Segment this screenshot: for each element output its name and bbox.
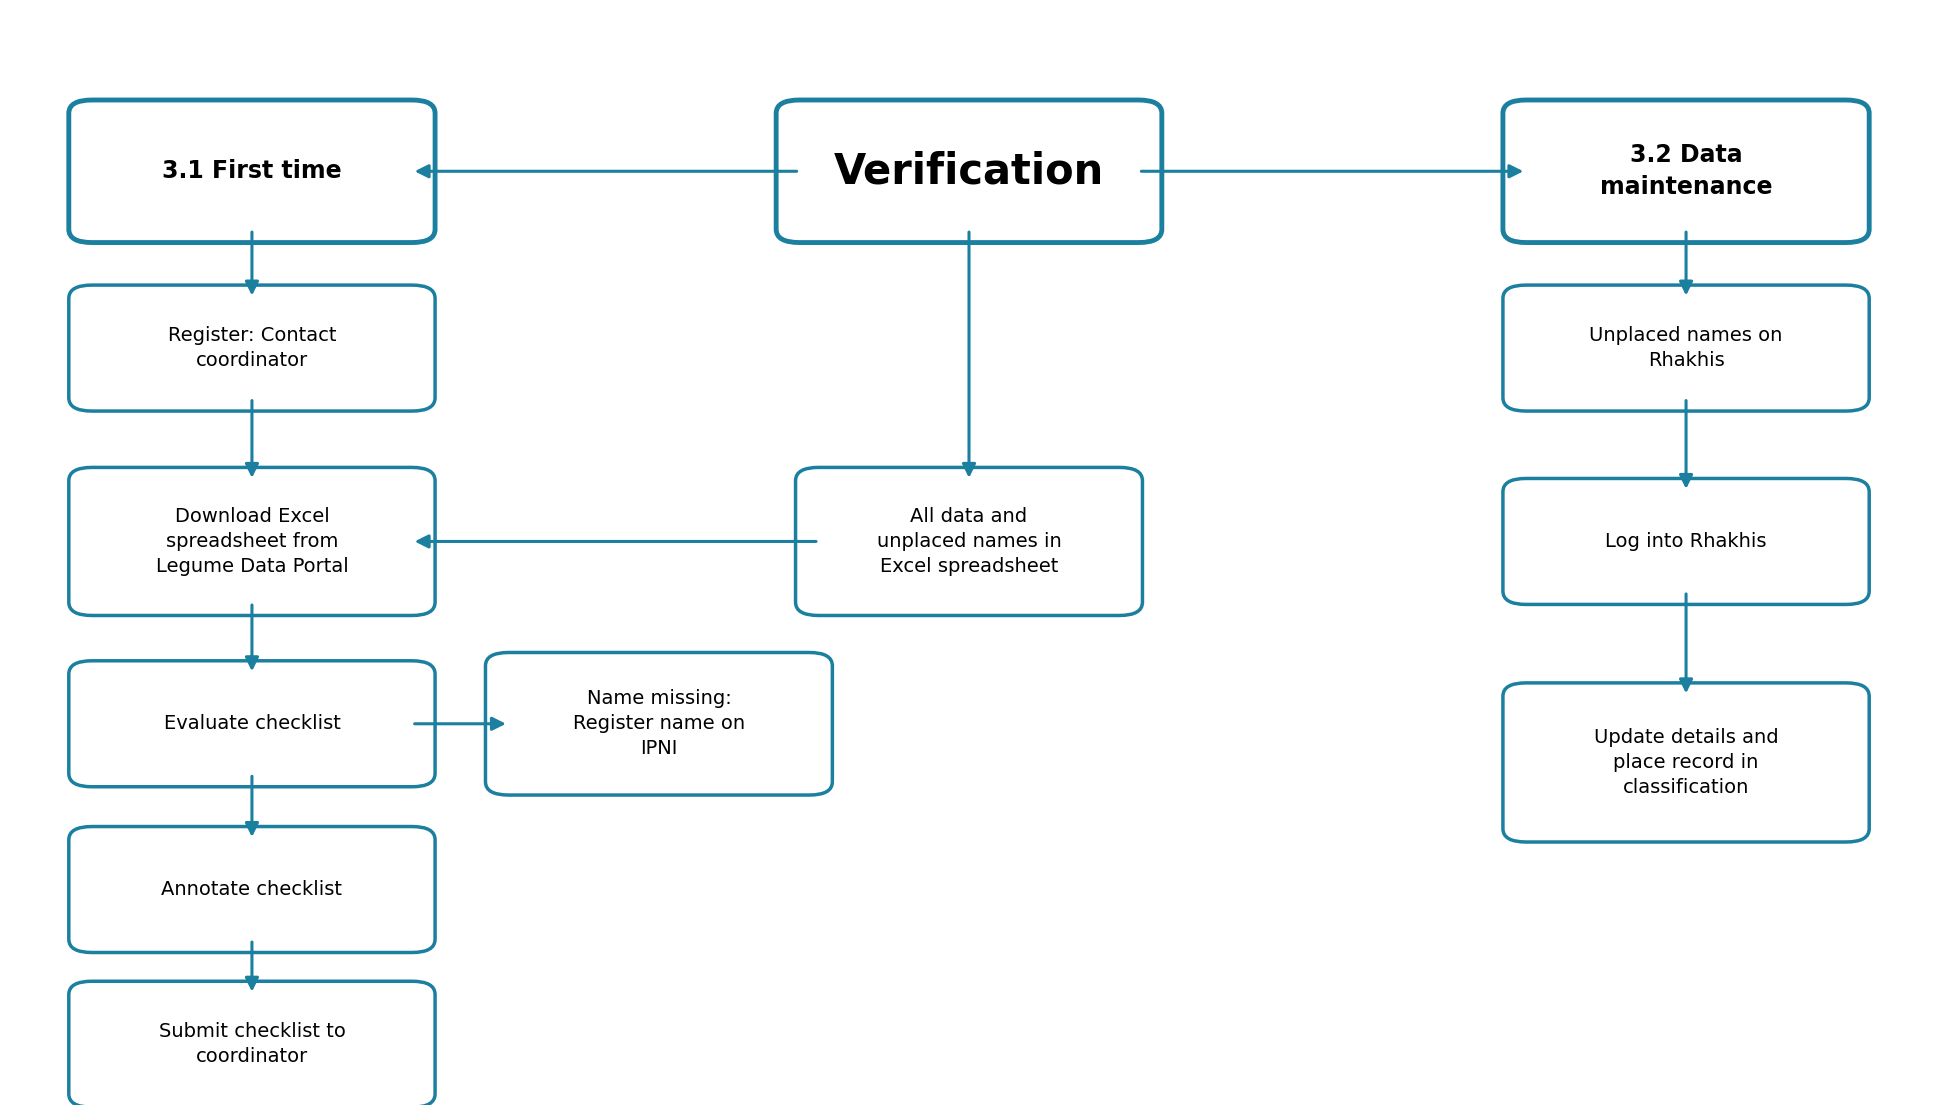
Text: Verification: Verification (833, 150, 1105, 192)
Text: Unplaced names on
Rhakhis: Unplaced names on Rhakhis (1589, 326, 1783, 370)
FancyBboxPatch shape (70, 661, 434, 787)
FancyBboxPatch shape (775, 101, 1161, 243)
Text: Name missing:
Register name on
IPNI: Name missing: Register name on IPNI (574, 690, 744, 758)
FancyBboxPatch shape (70, 827, 434, 953)
Text: Evaluate checklist: Evaluate checklist (163, 714, 341, 734)
Text: Submit checklist to
coordinator: Submit checklist to coordinator (159, 1022, 345, 1066)
Text: Annotate checklist: Annotate checklist (161, 880, 343, 899)
Text: Update details and
place record in
classification: Update details and place record in class… (1593, 728, 1779, 797)
FancyBboxPatch shape (1502, 101, 1868, 243)
Text: 3.1 First time: 3.1 First time (163, 159, 341, 183)
FancyBboxPatch shape (70, 467, 434, 615)
FancyBboxPatch shape (1502, 478, 1868, 604)
FancyBboxPatch shape (70, 981, 434, 1105)
Text: Download Excel
spreadsheet from
Legume Data Portal: Download Excel spreadsheet from Legume D… (155, 507, 349, 576)
FancyBboxPatch shape (1502, 683, 1868, 842)
FancyBboxPatch shape (1502, 285, 1868, 411)
FancyBboxPatch shape (70, 285, 434, 411)
FancyBboxPatch shape (484, 652, 831, 796)
Text: All data and
unplaced names in
Excel spreadsheet: All data and unplaced names in Excel spr… (876, 507, 1062, 576)
Text: 3.2 Data
maintenance: 3.2 Data maintenance (1599, 144, 1773, 199)
Text: Register: Contact
coordinator: Register: Contact coordinator (169, 326, 335, 370)
Text: Log into Rhakhis: Log into Rhakhis (1605, 532, 1767, 551)
FancyBboxPatch shape (795, 467, 1141, 615)
FancyBboxPatch shape (70, 101, 434, 243)
